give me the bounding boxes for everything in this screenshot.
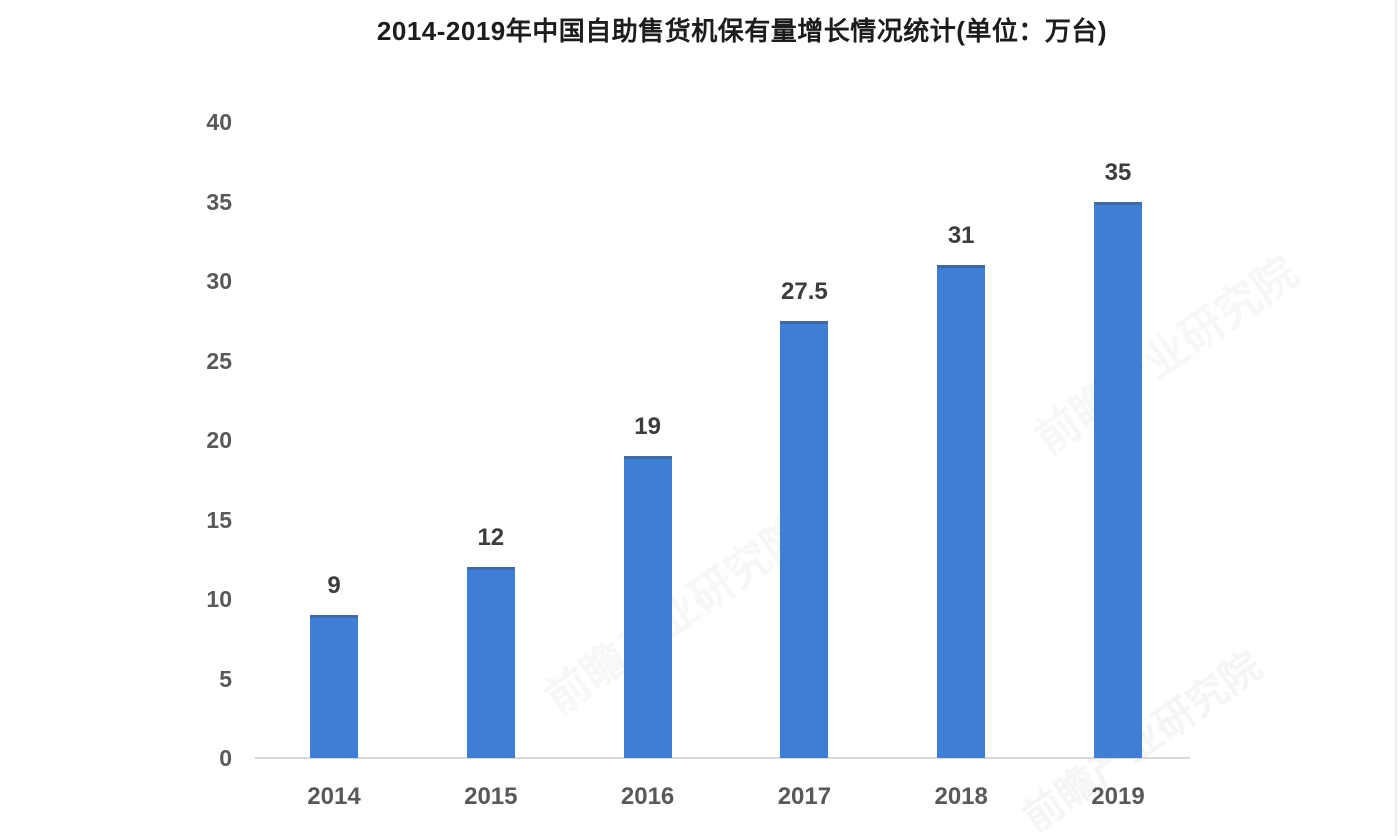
y-tick-label: 15 <box>206 506 232 533</box>
x-tick-label: 2015 <box>464 783 518 810</box>
y-tick-label: 25 <box>206 347 232 374</box>
bar <box>466 567 515 758</box>
bar-value-label: 27.5 <box>781 277 828 305</box>
y-tick-label: 10 <box>206 586 232 612</box>
x-tick-label: 2019 <box>1091 783 1145 810</box>
bar <box>1094 201 1142 758</box>
y-tick-label: 0 <box>219 745 232 771</box>
bar-value-label: 9 <box>327 571 341 599</box>
y-tick-label: 40 <box>206 109 232 135</box>
bar <box>623 455 672 758</box>
x-tick-label: 2017 <box>777 783 832 810</box>
chart-title: 2014-2019年中国自助售货机保有量增长情况统计(单位：万台) <box>376 16 1108 46</box>
bar <box>937 265 986 758</box>
bar-value-label: 19 <box>634 412 661 440</box>
y-tick-label: 35 <box>206 188 232 215</box>
bar-value-label: 35 <box>1104 158 1132 186</box>
bar-value-label: 31 <box>947 222 975 250</box>
y-tick-label: 30 <box>206 268 232 294</box>
x-axis-line <box>255 757 1190 759</box>
bar <box>310 614 358 758</box>
y-tick-label: 5 <box>219 665 232 692</box>
page-edge-line <box>1395 0 1397 836</box>
x-tick-label: 2018 <box>934 783 988 810</box>
bar <box>780 320 829 758</box>
x-tick-label: 2014 <box>307 783 361 810</box>
y-tick-label: 20 <box>206 427 232 453</box>
bar-value-label: 12 <box>477 524 505 552</box>
x-tick-label: 2016 <box>620 783 675 810</box>
